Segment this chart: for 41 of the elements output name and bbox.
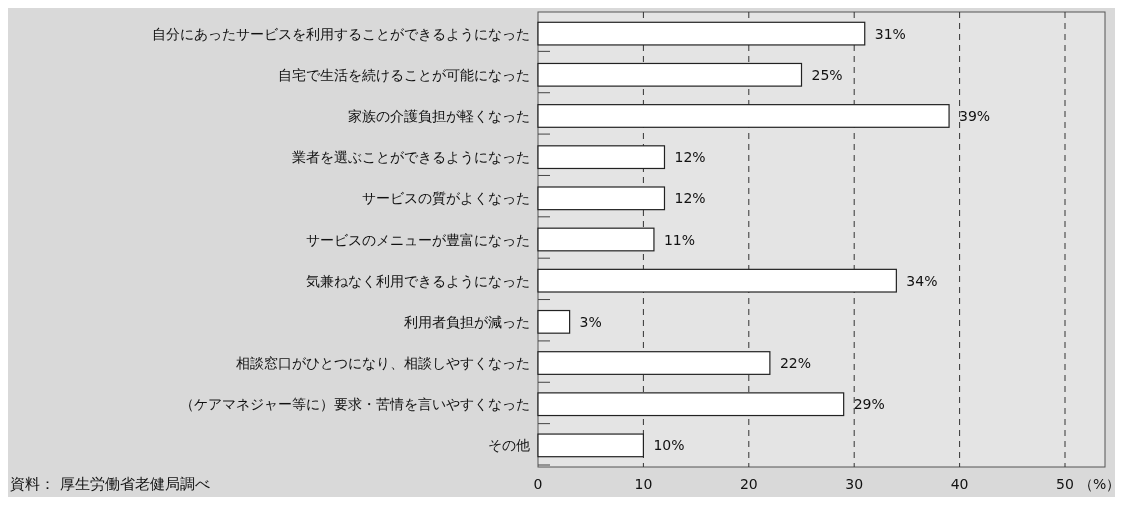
x-tick-label: 40: [950, 476, 969, 492]
x-tick-label: 50: [1056, 476, 1074, 492]
data-label: 12%: [674, 190, 706, 207]
y-tick-label: サービスの質がよくなった: [362, 190, 530, 207]
y-tick-label: 自宅で生活を続けることが可能になった: [278, 66, 530, 83]
y-tick-label: 相談窓口がひとつになり、相談しやすくなった: [236, 355, 530, 372]
data-label: 34%: [906, 272, 938, 289]
data-label: 3%: [579, 313, 602, 330]
y-tick-label: 利用者負担が減った: [404, 313, 530, 330]
data-label: 29%: [853, 396, 885, 413]
text: 資料： 厚生労働省老健局調べ: [10, 475, 210, 493]
x-axis-title: （%）: [1079, 476, 1121, 492]
data-label: 22%: [779, 355, 812, 372]
x-tick-label: 0: [533, 476, 543, 492]
y-tick-label: 自分にあったサービスを利用することができるようになった: [152, 25, 530, 42]
data-label: 39%: [959, 107, 991, 124]
y-tick-label: 気兼ねなく利用できるようになった: [306, 272, 530, 289]
bar: [537, 351, 771, 375]
y-tick-label: サービスのメニューが豊富になった: [306, 231, 530, 248]
bar: [537, 392, 845, 417]
bar: [537, 21, 866, 46]
bar: [537, 62, 803, 87]
bar: [537, 433, 644, 458]
y-tick-label: 家族の介護負担が軽くなった: [348, 107, 530, 124]
x-tick-label: 20: [739, 476, 758, 492]
bar: [537, 104, 950, 128]
data-label: 12%: [674, 149, 706, 166]
x-tick-label: 30: [845, 476, 864, 492]
bar: [537, 268, 897, 293]
data-label: 31%: [874, 25, 906, 42]
y-tick-label: （ケアマネジャー等に）要求・苦情を言いやすくなった: [180, 396, 530, 413]
data-label: 11%: [663, 231, 696, 248]
x-tick-label: 10: [634, 476, 653, 492]
bar: [537, 186, 666, 211]
y-tick-label: その他: [488, 437, 530, 454]
bar: [537, 227, 655, 252]
data-label: 10%: [653, 437, 685, 454]
data-label: 25%: [811, 66, 843, 83]
y-tick-label: 業者を選ぶことができるようになった: [292, 149, 530, 166]
bar: [537, 309, 571, 334]
bar: [537, 145, 666, 170]
